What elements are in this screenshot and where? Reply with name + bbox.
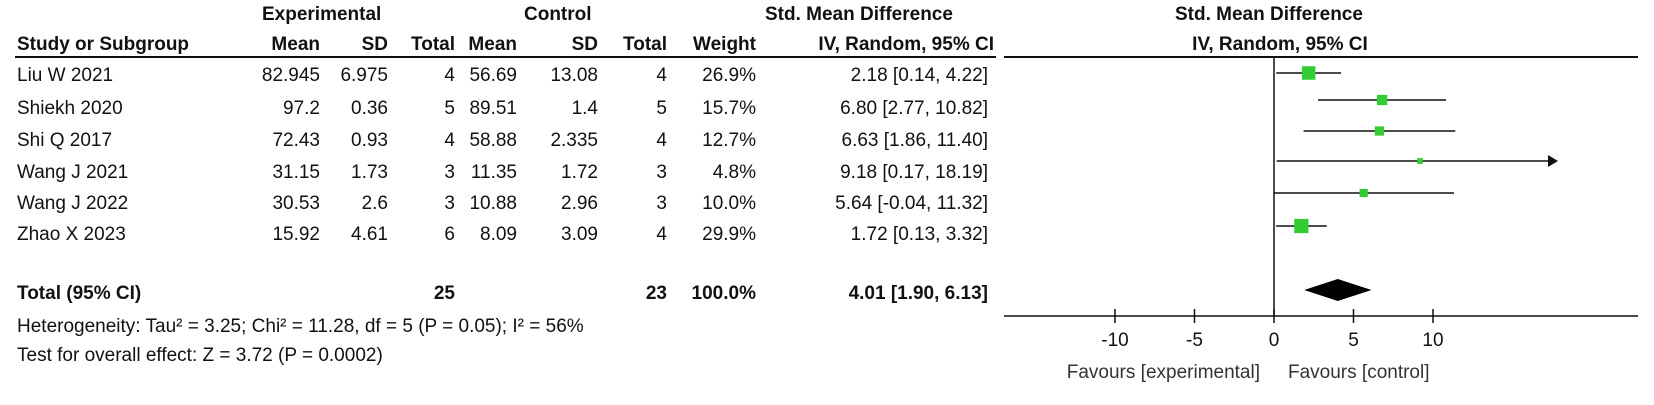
- ctl-mean: 11.35: [470, 162, 517, 183]
- col-ctl-total-header: Total: [623, 34, 667, 55]
- total-ctl-total: 23: [645, 283, 667, 304]
- total-exp-total: 25: [433, 283, 455, 304]
- experimental-group-header: Experimental: [262, 4, 382, 25]
- col-ci-header: IV, Random, 95% CI: [818, 34, 994, 55]
- control-group-header: Control: [524, 4, 592, 25]
- exp-total: 3: [444, 193, 455, 214]
- ci-text: 6.63 [1.86, 11.40]: [841, 130, 989, 151]
- col-study-header: Study or Subgroup: [17, 34, 190, 55]
- ctl-mean: 89.51: [469, 98, 517, 119]
- study-marker: [1374, 126, 1385, 136]
- study-marker: [1359, 188, 1368, 198]
- ctl-total: 4: [656, 224, 667, 245]
- exp-mean: 30.53: [272, 193, 320, 214]
- ctl-mean: 58.88: [469, 130, 517, 151]
- col-ctl-mean-header: Mean: [468, 34, 517, 55]
- exp-mean: 31.15: [272, 162, 320, 183]
- col-exp-sd-header: SD: [361, 34, 388, 55]
- study-name: Shiekh 2020: [17, 98, 123, 119]
- exp-mean: 97.2: [283, 98, 320, 119]
- ctl-mean: 8.09: [480, 224, 517, 245]
- plot-ci-header: IV, Random, 95% CI: [1192, 34, 1368, 55]
- total-weight: 100.0%: [691, 283, 756, 304]
- ci-arrow: [1548, 155, 1558, 167]
- x-tick-label: 5: [1348, 330, 1359, 351]
- study-marker: [1294, 218, 1309, 234]
- ci-text: 9.18 [0.17, 18.19]: [840, 162, 988, 183]
- ctl-sd: 1.4: [571, 98, 598, 119]
- x-tick-label: 10: [1422, 330, 1443, 351]
- smd-group-header: Std. Mean Difference: [765, 4, 953, 25]
- ctl-total: 4: [656, 130, 667, 151]
- exp-sd: 2.6: [361, 193, 388, 214]
- ci-text: 5.64 [-0.04, 11.32]: [835, 193, 988, 214]
- heterogeneity-text: Heterogeneity: Tau² = 3.25; Chi² = 11.28…: [17, 316, 584, 337]
- ctl-sd: 2.96: [561, 193, 598, 214]
- weight: 12.7%: [702, 130, 756, 151]
- ctl-sd: 1.72: [561, 162, 598, 183]
- exp-sd: 0.36: [351, 98, 388, 119]
- exp-mean: 72.43: [272, 130, 320, 151]
- exp-mean: 82.945: [261, 65, 320, 86]
- ctl-mean: 10.88: [469, 193, 517, 214]
- header-divider-right: [1004, 56, 1638, 58]
- plot-group-header: Std. Mean Difference: [1175, 4, 1363, 25]
- exp-sd: 4.61: [351, 224, 388, 245]
- total-label: Total (95% CI): [17, 283, 142, 304]
- exp-total: 4: [444, 65, 455, 86]
- study-name: Shi Q 2017: [17, 130, 113, 151]
- study-marker: [1301, 66, 1316, 80]
- favours-left-label: Favours [experimental]: [1067, 362, 1260, 383]
- exp-total: 5: [444, 98, 455, 119]
- col-exp-total-header: Total: [411, 34, 455, 55]
- x-tick-label: 0: [1269, 330, 1280, 351]
- overall-effect-text: Test for overall effect: Z = 3.72 (P = 0…: [17, 345, 383, 366]
- col-weight-header: Weight: [693, 34, 756, 55]
- exp-total: 4: [444, 130, 455, 151]
- total-ci-text: 4.01 [1.90, 6.13]: [848, 283, 988, 304]
- exp-sd: 6.975: [340, 65, 388, 86]
- exp-mean: 15.92: [272, 224, 320, 245]
- ctl-sd: 2.335: [550, 130, 598, 151]
- ci-text: 1.72 [0.13, 3.32]: [850, 224, 988, 245]
- weight: 15.7%: [702, 98, 756, 119]
- study-marker: [1376, 94, 1388, 106]
- study-name: Liu W 2021: [17, 65, 114, 86]
- x-tick-label: -10: [1101, 330, 1128, 351]
- col-ctl-sd-header: SD: [571, 34, 598, 55]
- study-name: Wang J 2021: [17, 162, 129, 183]
- ctl-sd: 13.08: [550, 65, 598, 86]
- study-marker: [1417, 158, 1423, 164]
- ctl-mean: 56.69: [469, 65, 517, 86]
- study-name: Wang J 2022: [17, 193, 129, 214]
- weight: 10.0%: [702, 193, 756, 214]
- favours-right-label: Favours [control]: [1288, 362, 1430, 383]
- ci-text: 2.18 [0.14, 4.22]: [850, 65, 988, 86]
- pooled-diamond: [1304, 279, 1372, 301]
- weight: 26.9%: [702, 65, 756, 86]
- ci-text: 6.80 [2.77, 10.82]: [840, 98, 988, 119]
- exp-sd: 1.73: [351, 162, 388, 183]
- ctl-total: 3: [656, 193, 667, 214]
- study-name: Zhao X 2023: [17, 224, 126, 245]
- weight: 4.8%: [712, 162, 756, 183]
- exp-sd: 0.93: [351, 130, 388, 151]
- exp-total: 3: [444, 162, 455, 183]
- ctl-total: 4: [656, 65, 667, 86]
- exp-total: 6: [444, 224, 455, 245]
- ctl-total: 3: [656, 162, 667, 183]
- ctl-sd: 3.09: [561, 224, 598, 245]
- ctl-total: 5: [656, 98, 667, 119]
- col-exp-mean-header: Mean: [271, 34, 320, 55]
- header-divider-left: [15, 56, 996, 58]
- weight: 29.9%: [702, 224, 756, 245]
- x-tick-label: -5: [1186, 330, 1203, 351]
